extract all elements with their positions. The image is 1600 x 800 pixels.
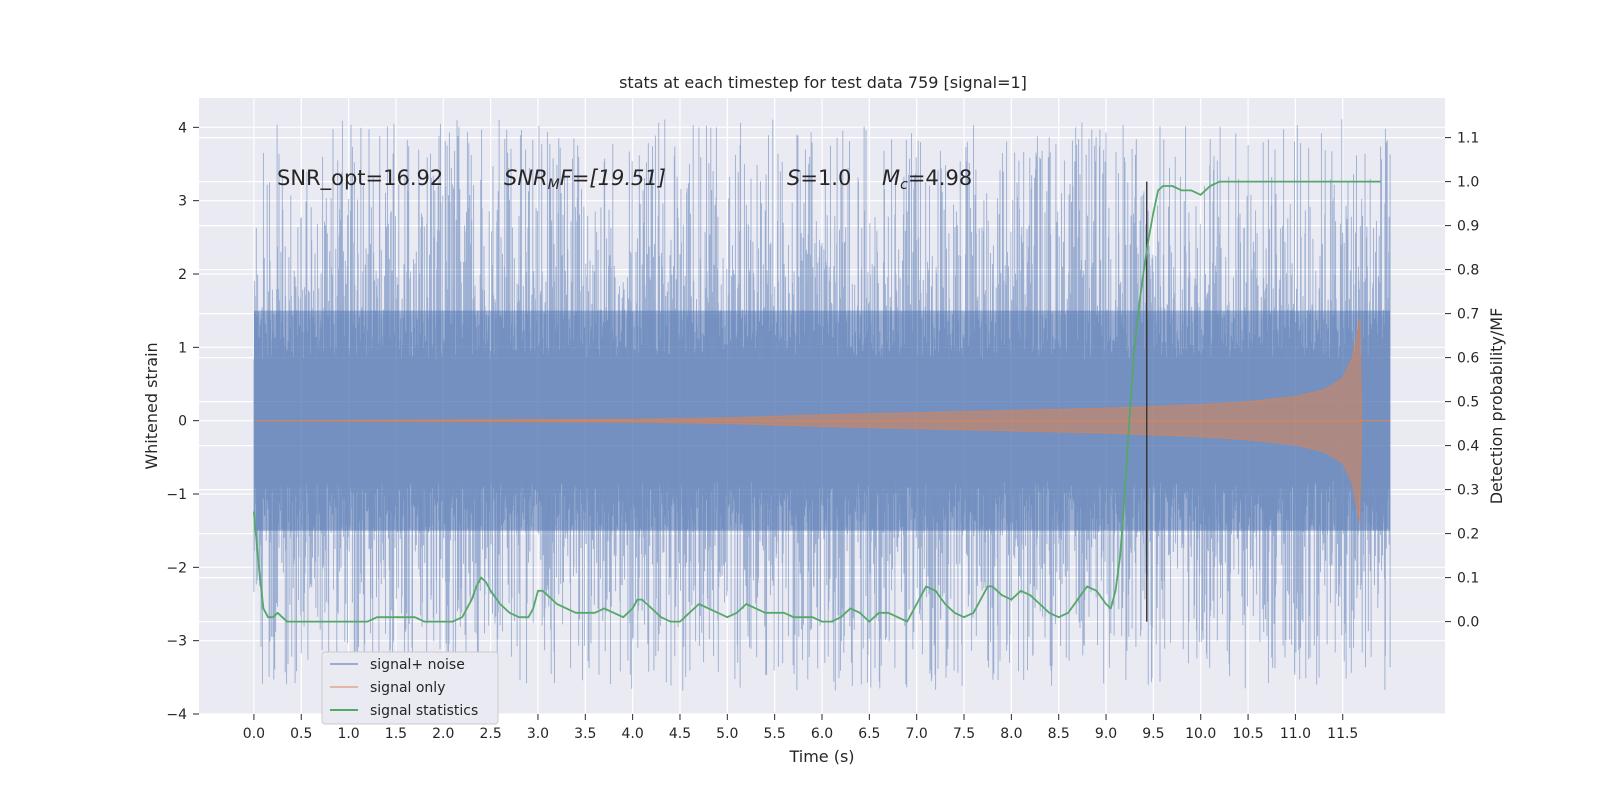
y-tick-label: 4 xyxy=(178,120,187,136)
x-tick-label: 10.5 xyxy=(1232,726,1263,742)
y-right-tick-label: 0.2 xyxy=(1457,527,1479,543)
legend-label-signal-statistics: signal statistics xyxy=(370,703,478,719)
y-tick-label: 0 xyxy=(178,414,187,430)
x-tick-label: 8.5 xyxy=(1048,726,1070,742)
x-tick-label: 11.0 xyxy=(1280,726,1311,742)
y-right-tick-label: 0.8 xyxy=(1457,263,1479,279)
y-right-tick-label: 0.3 xyxy=(1457,483,1479,499)
annotation-s: S=1.0 xyxy=(787,166,851,190)
annotation-snr-mf: SNRMF=[19.51] xyxy=(504,166,666,193)
x-tick-label: 9.0 xyxy=(1095,726,1117,742)
y-tick-label: 2 xyxy=(178,267,187,283)
y-right-axis-label: Detection probability/MF xyxy=(1487,308,1506,505)
y-right-tick-label: 0.9 xyxy=(1457,219,1479,235)
series-signal-only xyxy=(253,317,1391,524)
x-tick-label: 0.0 xyxy=(243,726,265,742)
y-tick-label: 3 xyxy=(178,194,187,210)
y-axis-label: Whitened strain xyxy=(142,342,161,469)
x-tick-label: 6.5 xyxy=(858,726,880,742)
legend-box xyxy=(321,651,499,725)
y-right-tick-label: 0.1 xyxy=(1457,571,1479,587)
x-tick-label: 7.0 xyxy=(906,726,928,742)
y-right-tick-label: 0.6 xyxy=(1457,351,1479,367)
axes: 0.0 0.5 1.0 1.5 2.0 2.5 3.0 3.5 4.0 4.5 5.0 5.5 6.0 6… xyxy=(166,120,1479,742)
y-tick-label: 1 xyxy=(178,340,187,356)
x-tick-label: 4.5 xyxy=(669,726,691,742)
x-tick-label: 1.5 xyxy=(385,726,407,742)
x-tick-label: 3.5 xyxy=(574,726,596,742)
x-tick-label: 3.0 xyxy=(527,726,549,742)
x-tick-label: 4.0 xyxy=(622,726,644,742)
legend-label-signal-noise: signal+ noise xyxy=(370,657,465,673)
x-tick-label: 1.0 xyxy=(337,726,359,742)
legend: signal+ noise signal only signal statist… xyxy=(321,651,499,725)
x-tick-label: 2.5 xyxy=(479,726,501,742)
x-tick-label: 11.5 xyxy=(1327,726,1358,742)
signal-statistics-line xyxy=(253,180,1381,623)
x-tick-label: 6.0 xyxy=(811,726,833,742)
y-right-tick-label: 0.4 xyxy=(1457,439,1479,455)
y-tick-label: −1 xyxy=(166,487,187,503)
y-right-tick-label: 1.1 xyxy=(1457,131,1479,147)
y-tick-label: −4 xyxy=(166,707,187,723)
x-tick-label: 9.5 xyxy=(1142,726,1164,742)
annotation-mc: Mc=4.98 xyxy=(882,166,972,193)
x-axis-label: Time (s) xyxy=(788,747,854,766)
y-right-tick-label: 1.0 xyxy=(1457,175,1479,191)
y-tick-label: −3 xyxy=(166,634,187,650)
y-right-tick-label: 0.5 xyxy=(1457,395,1479,411)
x-tick-label: 5.5 xyxy=(764,726,786,742)
x-tick-label: 2.0 xyxy=(432,726,454,742)
chart-title: stats at each timestep for test data 759… xyxy=(619,73,1027,92)
y-tick-label: −2 xyxy=(166,560,187,576)
x-tick-label: 5.0 xyxy=(716,726,738,742)
x-tick-label: 7.5 xyxy=(953,726,975,742)
x-tick-label: 10.0 xyxy=(1185,726,1216,742)
y-right-tick-label: 0.7 xyxy=(1457,307,1479,323)
x-tick-label: 8.0 xyxy=(1000,726,1022,742)
legend-label-signal-only: signal only xyxy=(370,680,445,696)
series-signal-statistics xyxy=(253,180,1381,623)
y-right-tick-label: 0.0 xyxy=(1457,615,1479,631)
x-tick-label: 0.5 xyxy=(290,726,312,742)
annotation-snr-opt: SNR_opt=16.92 xyxy=(277,166,443,191)
